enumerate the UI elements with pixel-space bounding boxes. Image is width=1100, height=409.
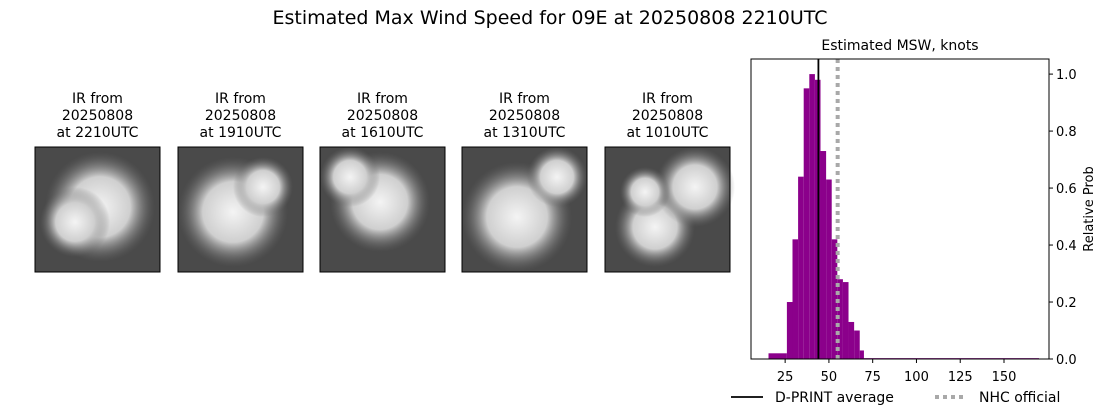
panel-caption: IR from	[499, 91, 550, 107]
ir-frame	[461, 146, 588, 273]
y-tick-label: 0.4	[1056, 239, 1077, 254]
bar	[803, 88, 810, 359]
bar	[837, 279, 843, 359]
bar	[842, 282, 849, 359]
panel-caption: at 1010UTC	[627, 125, 709, 141]
ir-frame	[319, 146, 446, 273]
panel-caption: IR from	[642, 91, 693, 107]
panel-caption: at 1910UTC	[200, 125, 282, 141]
panel-caption: at 2210UTC	[57, 125, 139, 141]
ir-cloud	[655, 147, 735, 227]
bar	[826, 179, 832, 359]
bar	[848, 321, 855, 359]
ir-cloud	[620, 167, 670, 217]
bar	[831, 239, 838, 359]
panel-caption: 20250808	[62, 108, 133, 124]
ir-cloud	[40, 187, 110, 257]
panel-caption: 20250808	[205, 108, 276, 124]
bar	[809, 74, 815, 359]
x-tick-label: 150	[992, 370, 1017, 385]
ir-cloud	[320, 147, 380, 207]
bar	[786, 302, 793, 359]
y-tick-label: 0.8	[1056, 125, 1077, 140]
x-tick-label: 75	[864, 370, 881, 385]
legend-label: D-PRINT average	[775, 390, 894, 406]
x-tick-label: 50	[821, 370, 838, 385]
ir-cloud	[527, 147, 587, 207]
panel-caption: 20250808	[632, 108, 703, 124]
bar	[854, 330, 860, 359]
y-tick-label: 1.0	[1056, 68, 1077, 83]
panel-caption: 20250808	[347, 108, 418, 124]
ir-frame	[177, 146, 304, 273]
bar	[768, 353, 787, 359]
x-tick-label: 125	[948, 370, 973, 385]
ir-frame	[604, 146, 731, 273]
panel-caption: IR from	[215, 91, 266, 107]
y-tick-label: 0.0	[1056, 353, 1077, 368]
chart-title: Estimated MSW, knots	[821, 38, 978, 54]
bar	[820, 151, 827, 359]
panel-caption: at 1310UTC	[484, 125, 566, 141]
bar	[798, 176, 804, 359]
panel-caption: 20250808	[489, 108, 560, 124]
figure-title: Estimated Max Wind Speed for 09E at 2025…	[272, 7, 827, 29]
x-tick-label: 100	[904, 370, 929, 385]
bar	[859, 350, 864, 359]
ir-cloud	[233, 157, 293, 217]
y-tick-label: 0.6	[1056, 182, 1077, 197]
bar	[792, 239, 799, 359]
ir-frame	[34, 146, 161, 273]
x-tick-label: 25	[777, 370, 794, 385]
y-tick-label: 0.2	[1056, 296, 1077, 311]
panel-caption: IR from	[72, 91, 123, 107]
panel-caption: IR from	[357, 91, 408, 107]
y-axis-label: Relative Prob	[1082, 166, 1097, 251]
panel-caption: at 1610UTC	[342, 125, 424, 141]
plot-frame	[750, 58, 1050, 360]
legend-label: NHC official	[979, 390, 1060, 406]
